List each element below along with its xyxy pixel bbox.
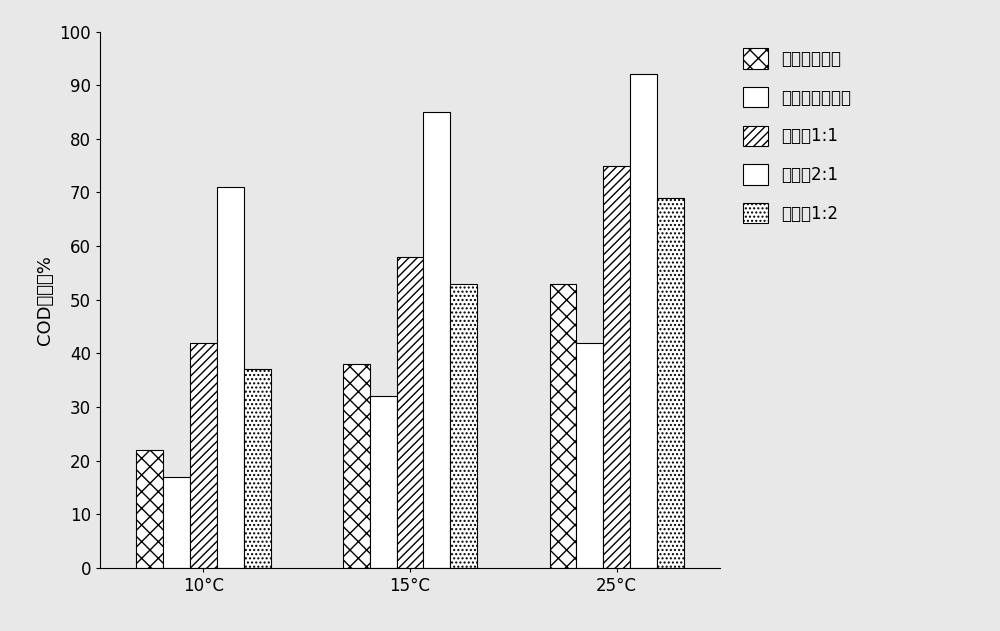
Bar: [136, 450, 163, 568]
Bar: [657, 198, 684, 568]
Bar: [343, 364, 370, 568]
Bar: [217, 187, 244, 568]
Y-axis label: COD去除率%: COD去除率%: [36, 255, 54, 345]
Bar: [397, 257, 423, 568]
Bar: [450, 284, 477, 568]
Bar: [576, 343, 603, 568]
Bar: [603, 166, 630, 568]
Bar: [550, 284, 576, 568]
Bar: [163, 477, 190, 568]
Bar: [244, 370, 270, 568]
Bar: [423, 112, 450, 568]
Bar: [630, 74, 657, 568]
Legend: 腐败希瓦氏菌, 罕丸麮假单胞菌, 复合菌1:1, 复合菌2:1, 复合菌1:2: 腐败希瓦氏菌, 罕丸麮假单胞菌, 复合菌1:1, 复合菌2:1, 复合菌1:2: [735, 40, 860, 232]
Bar: [190, 343, 217, 568]
Bar: [370, 396, 397, 568]
